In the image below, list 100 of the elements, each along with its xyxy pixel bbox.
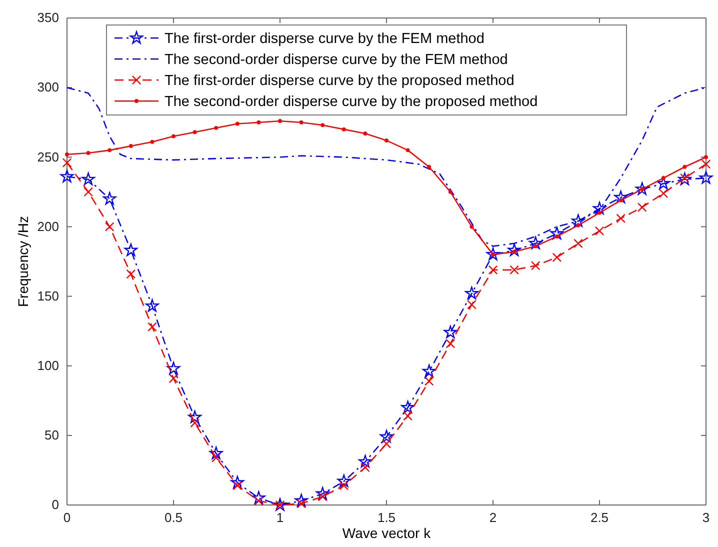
point xyxy=(550,226,564,240)
point xyxy=(188,410,202,424)
point xyxy=(424,376,434,386)
point xyxy=(166,362,180,374)
point xyxy=(406,148,410,152)
point xyxy=(146,299,159,312)
point xyxy=(488,265,498,275)
point xyxy=(552,252,562,262)
point xyxy=(614,190,628,204)
point xyxy=(294,494,308,507)
point xyxy=(65,152,69,156)
point xyxy=(102,192,116,205)
point xyxy=(656,176,670,190)
point xyxy=(422,364,436,378)
point xyxy=(358,454,372,468)
y-tick-label: 350 xyxy=(37,10,59,26)
point xyxy=(363,132,368,136)
point xyxy=(126,269,136,279)
point xyxy=(637,202,647,212)
point xyxy=(337,474,351,488)
point xyxy=(214,126,218,130)
point xyxy=(128,144,133,148)
legend-label: The second-order disperse curve by the proposed method xyxy=(164,94,538,110)
point xyxy=(486,248,500,260)
point xyxy=(230,476,244,488)
y-tick-label: 250 xyxy=(37,149,59,164)
point xyxy=(148,322,157,332)
point xyxy=(616,214,626,224)
point xyxy=(618,198,623,202)
point xyxy=(108,148,112,152)
point xyxy=(678,172,692,186)
point xyxy=(124,243,138,256)
point xyxy=(403,411,412,421)
point xyxy=(699,171,713,184)
point xyxy=(465,286,478,300)
point xyxy=(104,222,114,232)
point xyxy=(360,462,370,472)
point xyxy=(62,158,72,168)
x-tick-label: 2 xyxy=(489,510,497,526)
point xyxy=(701,159,711,169)
legend-label: The second-order disperse curve by the FEM method xyxy=(164,52,508,68)
x-tick-label: 2.5 xyxy=(590,510,609,526)
y-tick-label: 50 xyxy=(44,428,59,443)
point xyxy=(86,150,90,155)
point xyxy=(209,446,223,460)
point xyxy=(554,234,559,238)
point xyxy=(252,491,266,504)
point xyxy=(572,214,585,227)
point xyxy=(508,243,521,256)
point xyxy=(278,118,282,123)
y-tick-label: 0 xyxy=(52,497,59,512)
y-axis-title: Frequency /Hz xyxy=(15,216,31,308)
x-tick-label: 0.5 xyxy=(164,510,183,526)
point xyxy=(84,187,93,197)
point xyxy=(342,127,346,132)
legend-label: The first-order disperse curve by the proposed method xyxy=(164,73,514,89)
point xyxy=(470,224,474,229)
point xyxy=(190,418,200,428)
point xyxy=(82,172,95,186)
point xyxy=(448,190,452,194)
point xyxy=(635,182,649,195)
point xyxy=(256,120,261,124)
x-axis-title: Wave vector k xyxy=(342,525,432,541)
point xyxy=(467,300,476,310)
y-tick-label: 300 xyxy=(37,80,59,95)
x-tick-label: 3 xyxy=(702,510,710,526)
point xyxy=(682,164,687,169)
point xyxy=(592,202,606,214)
point xyxy=(427,164,432,169)
point xyxy=(60,170,74,182)
point xyxy=(401,400,414,414)
point xyxy=(574,238,583,248)
point xyxy=(192,130,197,134)
point xyxy=(172,134,176,138)
y-tick-label: 200 xyxy=(37,218,59,234)
point xyxy=(598,210,602,215)
point xyxy=(528,236,542,250)
point xyxy=(299,120,304,124)
point xyxy=(594,226,604,236)
point xyxy=(576,223,580,228)
point xyxy=(235,122,240,126)
point xyxy=(530,261,540,270)
point xyxy=(316,486,330,500)
point xyxy=(150,140,154,144)
point xyxy=(658,188,668,198)
point xyxy=(380,430,394,443)
point xyxy=(661,176,666,180)
legend-label: The first-order disperse curve by the FEM method xyxy=(164,31,484,47)
point xyxy=(534,244,538,248)
point xyxy=(320,123,325,128)
point xyxy=(168,374,178,384)
point xyxy=(704,155,708,160)
point xyxy=(444,326,458,338)
point xyxy=(384,138,388,142)
point xyxy=(446,338,456,348)
x-tick-label: 0 xyxy=(63,510,71,526)
y-tick-label: 150 xyxy=(37,288,59,304)
y-tick-label: 100 xyxy=(37,358,59,374)
x-tick-label: 1 xyxy=(276,510,284,526)
point xyxy=(382,439,392,448)
